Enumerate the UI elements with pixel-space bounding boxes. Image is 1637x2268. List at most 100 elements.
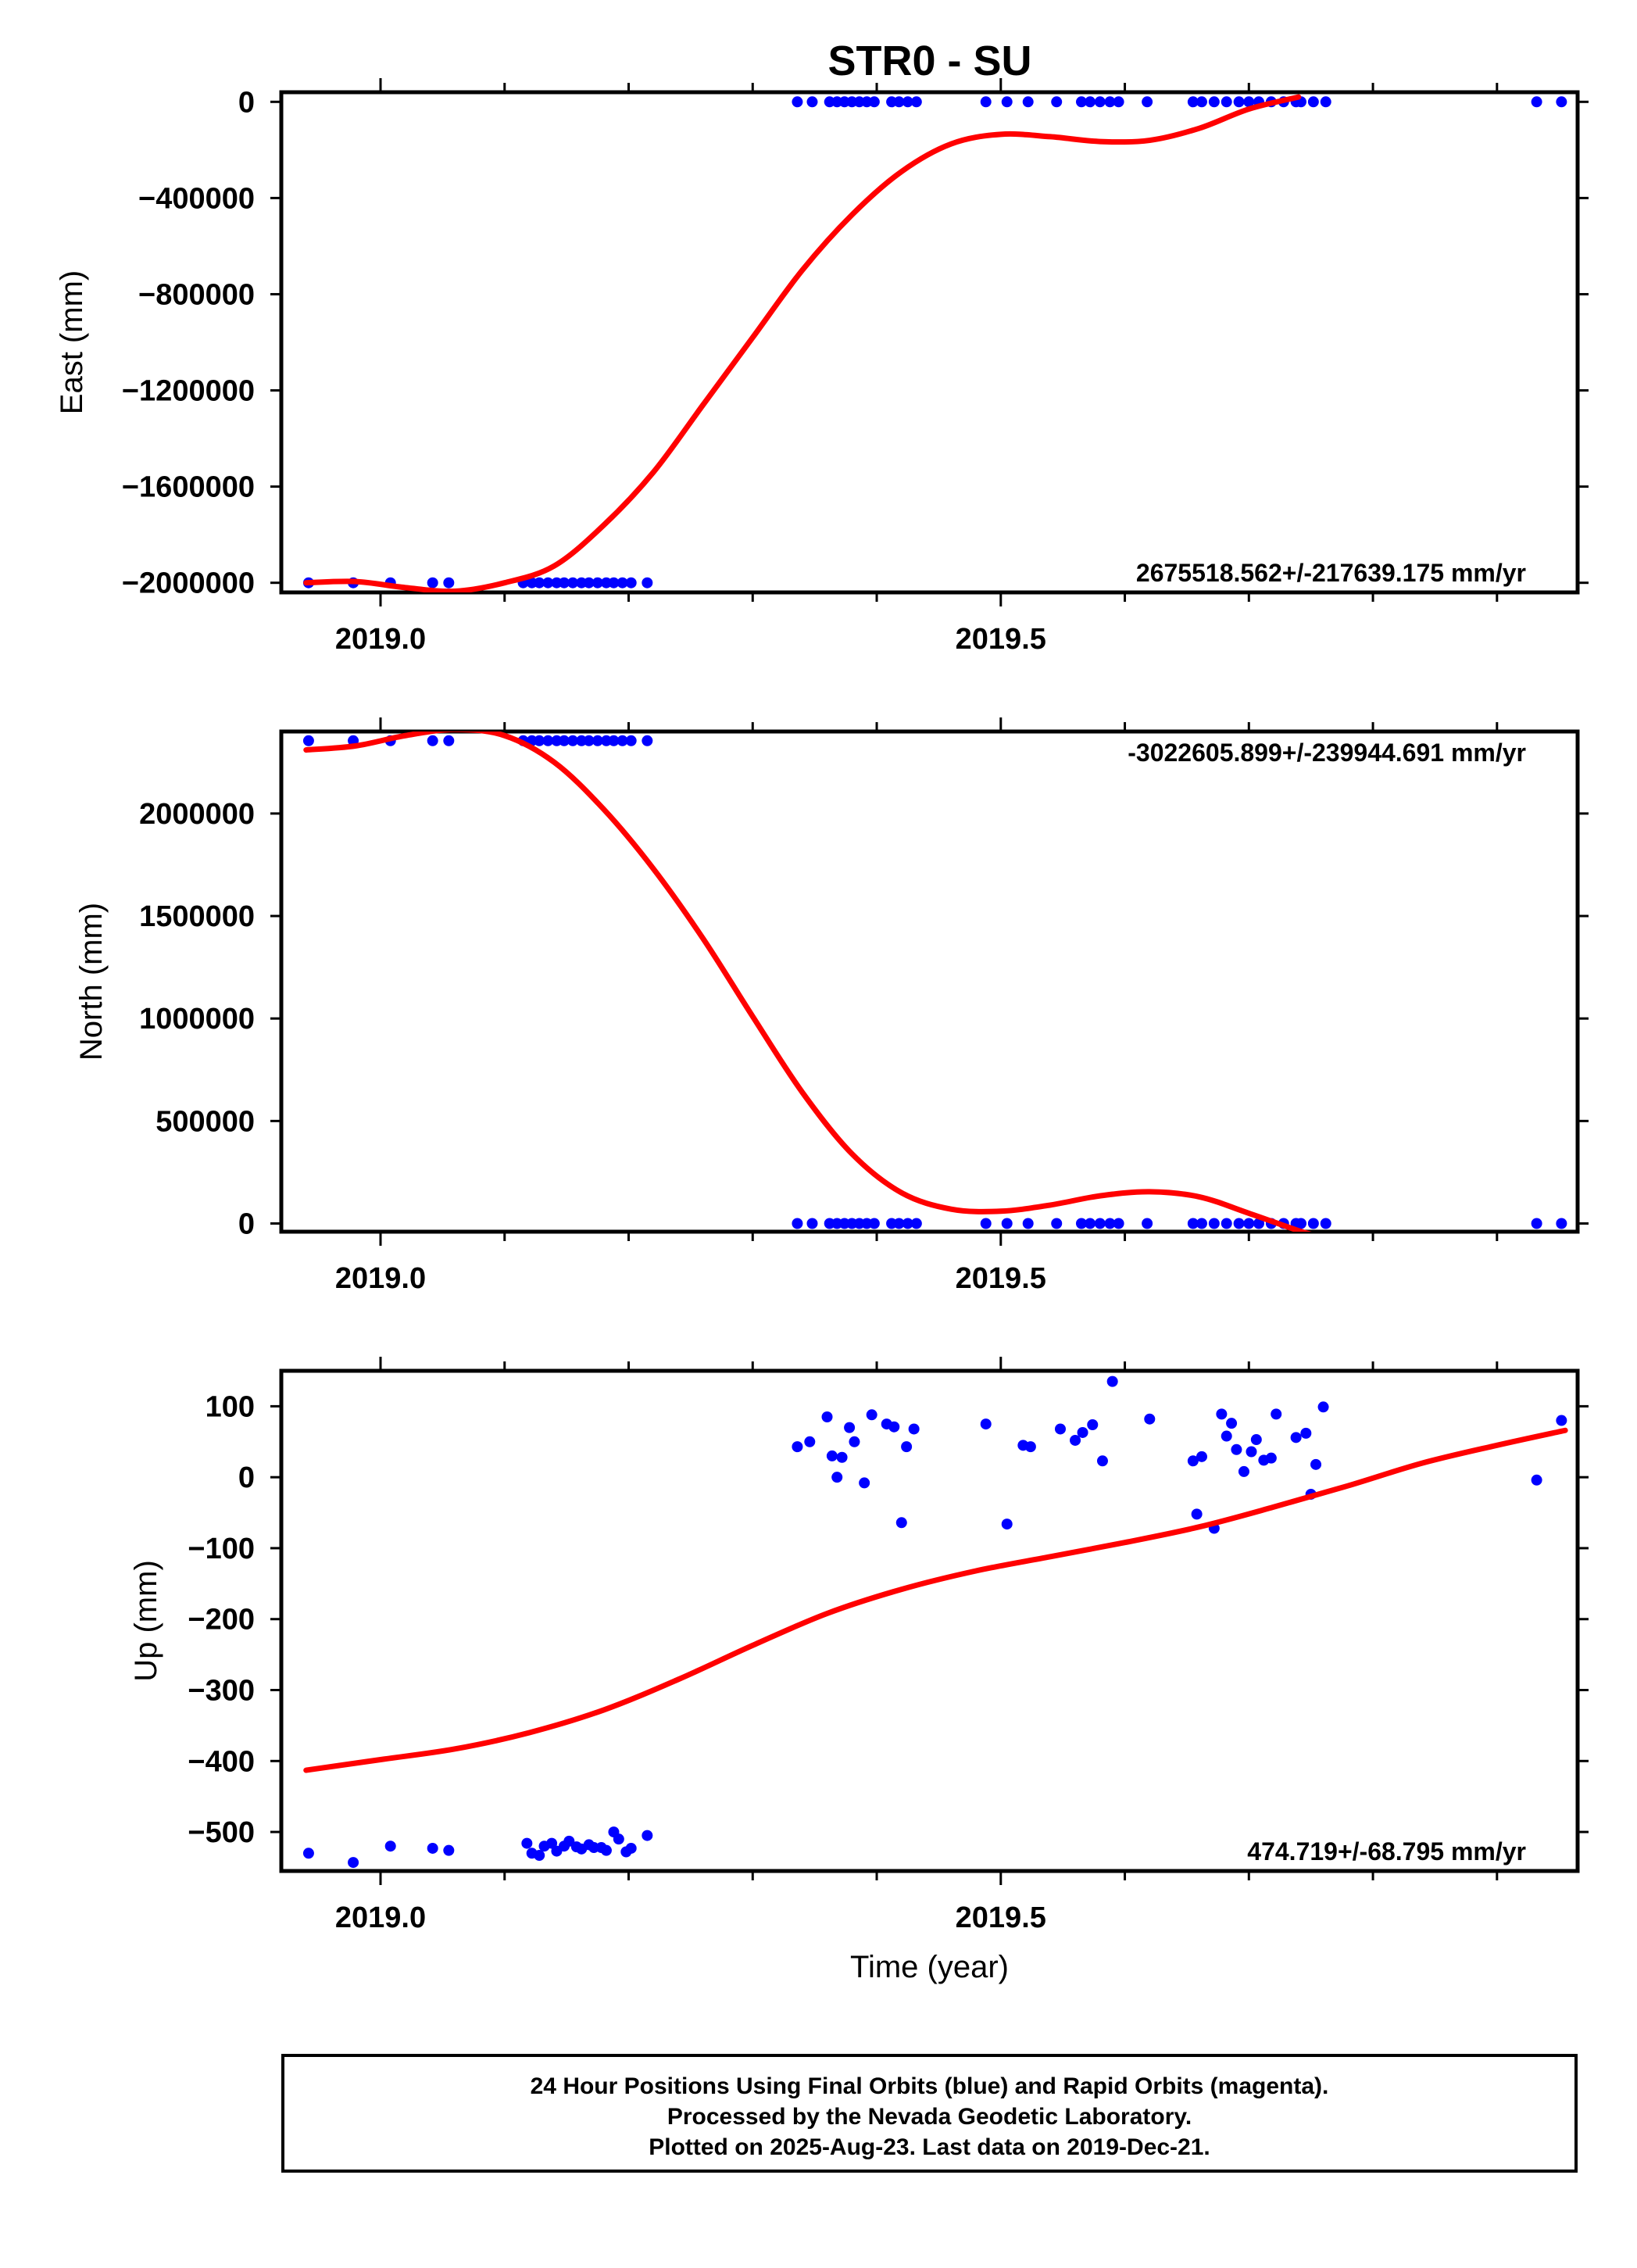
data-point <box>826 1450 838 1461</box>
data-point <box>859 1477 870 1489</box>
data-point <box>1051 96 1063 108</box>
data-point <box>642 735 653 746</box>
data-point <box>583 735 595 746</box>
data-point <box>1231 1443 1242 1455</box>
data-point <box>1022 96 1034 108</box>
y-tick-label: −300 <box>188 1675 255 1708</box>
data-point <box>1094 96 1106 108</box>
data-point <box>1094 1218 1106 1229</box>
data-point <box>1253 1218 1264 1229</box>
data-point <box>893 96 905 108</box>
rate-label: -3022605.899+/-239944.691 mm/yr <box>1128 739 1526 767</box>
data-point <box>844 1422 856 1433</box>
data-point <box>1238 1465 1249 1477</box>
y-tick-label: 2000000 <box>139 798 255 831</box>
data-point <box>427 1842 438 1854</box>
data-point <box>1001 1519 1013 1530</box>
y-tick-label: −400 <box>188 1745 255 1778</box>
fit-line <box>303 94 1302 592</box>
data-point <box>558 735 570 746</box>
data-point <box>1085 96 1096 108</box>
data-point <box>1221 1430 1232 1442</box>
data-point <box>625 577 637 588</box>
data-point <box>348 1857 359 1869</box>
data-layer-north <box>302 732 1567 1232</box>
data-point <box>980 1218 992 1229</box>
data-point <box>1307 1218 1319 1229</box>
data-point <box>1531 1218 1542 1229</box>
data-point <box>443 735 455 746</box>
data-point <box>642 577 653 588</box>
data-point <box>1208 96 1220 108</box>
data-point <box>821 1411 833 1423</box>
data-point <box>1106 1375 1118 1387</box>
data-point <box>1077 1426 1088 1438</box>
data-point <box>1187 1455 1199 1467</box>
data-point <box>302 1848 314 1859</box>
data-point <box>1556 96 1567 108</box>
y-tick-label: −100 <box>188 1533 255 1565</box>
data-point <box>1233 1218 1245 1229</box>
data-point <box>1191 1508 1203 1520</box>
data-point <box>1051 1218 1063 1229</box>
data-point <box>542 735 554 746</box>
plot-frame-east <box>279 90 1580 595</box>
data-point <box>613 1833 624 1845</box>
data-point <box>849 1436 860 1447</box>
data-point <box>1075 96 1087 108</box>
plot-frame-up <box>279 1368 1580 1873</box>
data-layer-up <box>302 1375 1568 1869</box>
data-point <box>1054 1423 1066 1435</box>
y-tick-label: 0 <box>238 1208 255 1241</box>
y-tick-label: −2000000 <box>122 567 255 600</box>
data-point <box>427 577 438 588</box>
x-tick-label: 2019.5 <box>956 1901 1046 1934</box>
data-point <box>806 96 818 108</box>
data-point <box>608 735 620 746</box>
data-point <box>1187 96 1199 108</box>
data-point <box>1142 1218 1153 1229</box>
footer-line-3: Plotted on 2025-Aug-23. Last data on 201… <box>649 2134 1210 2160</box>
data-point <box>1096 1455 1108 1467</box>
data-point <box>592 735 603 746</box>
data-point <box>1142 96 1153 108</box>
fit-line <box>303 732 1312 1232</box>
y-tick-label: −1200000 <box>122 375 255 408</box>
data-point <box>910 1218 922 1229</box>
data-point <box>1310 1458 1322 1470</box>
data-layer-east <box>302 94 1567 592</box>
data-point <box>1104 1218 1116 1229</box>
footer-line-2: Processed by the Nevada Geodetic Laborat… <box>667 2104 1192 2130</box>
data-point <box>521 1837 533 1849</box>
data-point <box>1531 96 1542 108</box>
data-point <box>1556 1415 1567 1426</box>
data-point <box>792 96 803 108</box>
data-point <box>427 735 438 746</box>
y-tick-label: 100 <box>206 1390 255 1423</box>
data-point <box>625 1842 637 1854</box>
x-tick-label: 2019.0 <box>335 623 426 656</box>
data-point <box>902 1218 913 1229</box>
data-point <box>868 1218 880 1229</box>
y-axis-label: North (mm) <box>74 903 109 1061</box>
data-point <box>902 96 913 108</box>
footer-caption: 24 Hour Positions Using Final Orbits (bl… <box>281 2054 1578 2173</box>
data-point <box>567 735 579 746</box>
y-tick-label: 1000000 <box>139 1003 255 1036</box>
y-tick-label: −400000 <box>138 182 255 215</box>
rate-label: 474.719+/-68.795 mm/yr <box>1247 1837 1526 1866</box>
data-point <box>1320 96 1331 108</box>
data-point <box>1085 1218 1096 1229</box>
figure-title: STR0 - SU <box>827 38 1031 84</box>
data-point <box>1070 1434 1081 1446</box>
panel-up: 2019.0 2019.5 100 0 −100 −200 −300 −400 −500 Up (… <box>129 1357 1589 1984</box>
data-point <box>546 1837 558 1849</box>
data-point <box>1300 1427 1312 1439</box>
data-point <box>792 1441 803 1453</box>
data-point <box>1531 1474 1542 1486</box>
y-tick-label: −200 <box>188 1604 255 1637</box>
data-point <box>831 1472 843 1483</box>
data-point <box>1221 96 1232 108</box>
y-tick-label: −500 <box>188 1816 255 1849</box>
data-point <box>1024 1441 1036 1453</box>
